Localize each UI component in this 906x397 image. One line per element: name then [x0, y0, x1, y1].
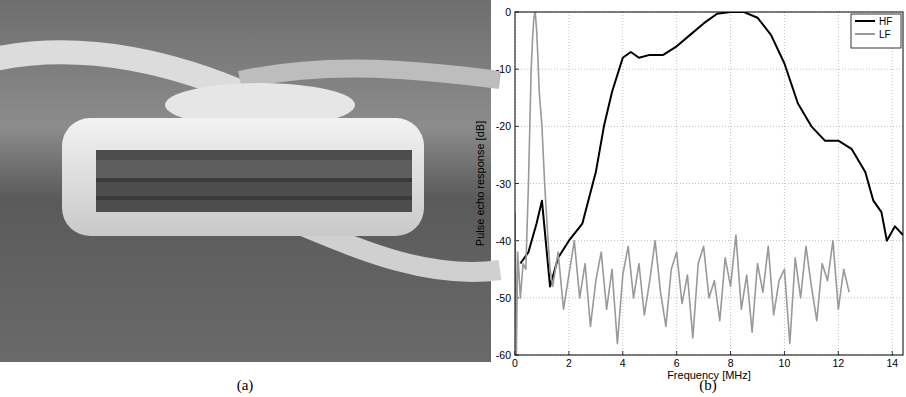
- tick-label: -60: [496, 349, 511, 361]
- tick-label: 2: [566, 357, 572, 369]
- probe-face-stripe: [96, 178, 412, 182]
- tick: [784, 351, 785, 355]
- tick-label: 10: [779, 357, 791, 369]
- chart: 0 2 4 6 8 10 12 14 -60 -50 -40 -30 -20 -10 0 Frequency …: [474, 6, 903, 381]
- series-line: [515, 12, 849, 355]
- tick: [515, 183, 519, 184]
- plot-frame: [515, 12, 903, 355]
- probe-face-stripe: [96, 160, 412, 178]
- probe-body: [62, 118, 424, 236]
- tick-label: 8: [728, 357, 734, 369]
- figure: (a)(b)02468101214-60-50-40-30-20-100Freq…: [0, 0, 906, 397]
- plot-area: [515, 12, 903, 355]
- tick-label: 14: [886, 357, 898, 369]
- series-group: [515, 12, 903, 355]
- tick: [892, 351, 893, 355]
- legend-swatch: [855, 33, 875, 35]
- tick: [676, 351, 677, 355]
- tick-label: -30: [496, 178, 511, 190]
- tick-label: -40: [496, 235, 511, 247]
- legend-swatch: [855, 20, 875, 22]
- grid-line: [515, 183, 903, 184]
- legend-box: [851, 14, 901, 48]
- tick-label: 12: [832, 357, 844, 369]
- grid-line: [730, 12, 731, 355]
- caption: (a): [237, 377, 254, 394]
- tick-label: 0: [512, 357, 518, 369]
- series-line: [520, 12, 903, 286]
- probe-face-stripe: [96, 196, 412, 200]
- legend-label: LF: [879, 29, 891, 40]
- axis-label: Pulse echo response [dB]: [474, 121, 486, 246]
- grid-line: [515, 69, 903, 70]
- tick-label: -10: [496, 63, 511, 75]
- tick-label: -50: [496, 292, 511, 304]
- tick-label: 0: [505, 6, 511, 18]
- tick-label: 4: [620, 357, 626, 369]
- tick: [622, 351, 623, 355]
- grid-line: [515, 240, 903, 241]
- tick: [838, 351, 839, 355]
- tick: [515, 69, 519, 70]
- legend: HF LF: [851, 14, 901, 48]
- tick: [568, 351, 569, 355]
- tick-label: -20: [496, 120, 511, 132]
- axis-label: Frequency [MHz]: [667, 369, 751, 381]
- cable: [240, 68, 500, 80]
- photo-panel: [0, 0, 500, 362]
- legend-label: HF: [879, 16, 892, 27]
- probe-face: [96, 150, 412, 212]
- grid-line: [892, 12, 893, 355]
- tick-label: 6: [674, 357, 680, 369]
- tick: [515, 126, 519, 127]
- grid-line: [515, 126, 903, 127]
- tick: [730, 351, 731, 355]
